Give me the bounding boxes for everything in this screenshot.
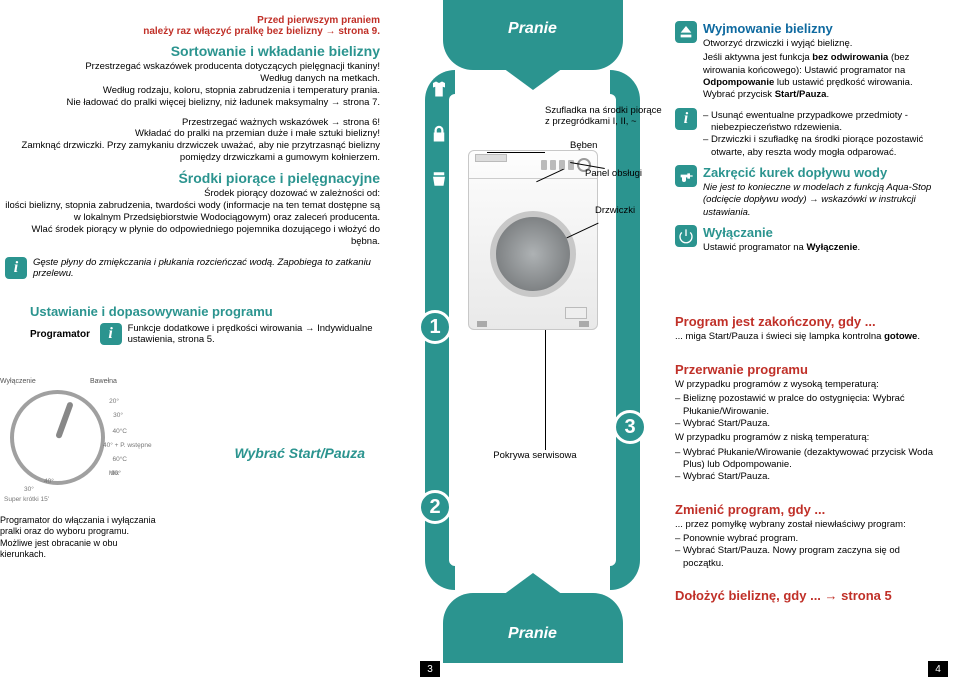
callout-drawer: Szufladka na środki piorące z przegródka… xyxy=(545,105,665,128)
dial-label-cotton: Bawełna xyxy=(90,378,117,385)
tap-icon xyxy=(675,165,697,187)
interrupt-intro-1: W przypadku programów z wysoką temperatu… xyxy=(675,379,942,391)
step-badge-3: 3 xyxy=(613,410,647,444)
callout-panel: Panel obsługi xyxy=(585,168,642,179)
left-column: Przed pierwszym praniem należy raz włącz… xyxy=(0,0,395,683)
remove-laundry-heading: Wyjmowanie bielizny xyxy=(703,21,942,36)
dial-tick: 40°C xyxy=(112,428,127,435)
remove-laundry-tip-2: Drzwiczki i szufładkę na środki piorące … xyxy=(703,134,942,159)
program-dial[interactable]: 20° 30° 40°C 40° + P. wstępne 60°C 90° 4… xyxy=(10,390,105,485)
detergent-icon xyxy=(430,170,448,191)
interrupt-intro-2: W przypadku programów z niską temperatur… xyxy=(675,432,942,444)
dial-tick: 40° + P. wstępne xyxy=(103,442,153,449)
programator-label: Programator xyxy=(30,323,100,340)
page-number-right: 4 xyxy=(928,661,948,677)
washing-machine-illustration xyxy=(468,150,598,330)
info-icon: i xyxy=(100,323,122,345)
detergent-heading: Środki piorące i pielęgnacyjne xyxy=(0,170,380,186)
power-icon xyxy=(675,225,697,247)
change-program-item-2: Wybrać Start/Pauza. Nowy program zaczyna… xyxy=(675,545,942,570)
callout-drum: Bęben xyxy=(570,140,597,151)
interrupt-item-1a: Bieliznę pozostawić w pralce do ostygnię… xyxy=(675,393,942,418)
remove-laundry-tip-1: Usunąć ewentualne przypadkowe przedmioty… xyxy=(703,110,942,135)
interrupt-program-heading: Przerwanie programu xyxy=(675,362,942,377)
dial-tick: 30° xyxy=(24,486,34,493)
dial-label-off: Wyłączenie xyxy=(0,378,36,385)
detergent-body: Środek piorący dozować w zależności od: … xyxy=(0,188,380,247)
right-column: Wyjmowanie bielizny Otworzyć drzwiczki i… xyxy=(670,0,960,683)
bottom-arrow-pranie: Pranie xyxy=(443,593,623,663)
dial-tick: Mix xyxy=(109,470,119,477)
info-icon: i xyxy=(675,108,697,130)
machine-service-cover xyxy=(565,307,587,319)
middle-column: Pranie Pranie 1 2 3 Szufladka na środki … xyxy=(395,0,670,683)
add-laundry-heading: Dołożyć bieliznę, gdy ... → strona 5 xyxy=(675,588,942,603)
sorting-heading: Sortowanie i wkładanie bielizny xyxy=(0,43,380,59)
program-dial-area: Wyłączenie Bawełna 20° 30° 40°C 40° + P.… xyxy=(0,380,170,560)
close-tap-body: Nie jest to konieczne w modelach z funkc… xyxy=(703,182,942,219)
close-tap-heading: Zakręcić kurek dopływu wody xyxy=(703,165,942,180)
switch-off-body: Ustawić programator na Wyłączenie. xyxy=(703,242,942,254)
dial-tick: 30° xyxy=(113,412,123,419)
dial-tick: 60°C xyxy=(112,456,127,463)
machine-drawer xyxy=(475,154,507,162)
flow-arrow-right xyxy=(610,70,640,590)
eject-icon xyxy=(675,21,697,43)
info-icon: i xyxy=(5,257,27,279)
dial-caption: Programator do włączania i wyłączania pr… xyxy=(0,515,160,560)
program-setup-heading: Ustawianie i dopasowywanie programu xyxy=(0,304,380,319)
dial-tick: 40° xyxy=(44,478,54,485)
info-note-1-text: Gęste płyny do zmiękczania i płukania ro… xyxy=(33,257,380,279)
page-number-left: 3 xyxy=(420,661,440,677)
program-finished-body: ... miga Start/Pauza i świeci się lampka… xyxy=(675,331,942,343)
change-program-item-1: Ponownie wybrać program. xyxy=(675,533,942,545)
lock-icon xyxy=(430,125,448,146)
interrupt-item-2a: Wybrać Płukanie/Wirowanie (dezaktywować … xyxy=(675,447,942,472)
program-setup-info: Funkcje dodatkowe i prędkości wirowania … xyxy=(128,323,380,345)
step-badge-1: 1 xyxy=(418,310,452,344)
change-program-body: ... przez pomyłkę wybrany został niewłaś… xyxy=(675,519,942,531)
sorting-body-1: Przestrzegać wskazówek producenta dotycz… xyxy=(0,61,380,109)
top-arrow-pranie: Pranie xyxy=(443,0,623,70)
switch-off-heading: Wyłączanie xyxy=(703,225,942,240)
remove-laundry-body-1: Otworzyć drzwiczki i wyjąć bieliznę. xyxy=(703,38,942,50)
interrupt-item-2b: Wybrać Start/Pauza. xyxy=(675,471,942,483)
dial-tick: 20° xyxy=(109,398,119,405)
machine-door xyxy=(490,211,576,297)
change-program-heading: Zmienić program, gdy ... xyxy=(675,502,942,517)
dial-tick: Super krótki 15' xyxy=(4,496,64,503)
info-note-1: i Gęste płyny do zmiękczania i płukania … xyxy=(0,257,380,279)
remove-laundry-body-2: Jeśli aktywna jest funkcja bez odwirowan… xyxy=(703,52,942,101)
callout-service: Pokrywa serwisowa xyxy=(485,450,585,461)
sorting-body-2: Przestrzegać ważnych wskazówek → strona … xyxy=(0,117,380,165)
program-finished-heading: Program jest zakończony, gdy ... xyxy=(675,314,942,329)
interrupt-item-1b: Wybrać Start/Pauza. xyxy=(675,418,942,430)
left-band-icons xyxy=(429,80,449,191)
before-first-wash-note: Przed pierwszym praniem należy raz włącz… xyxy=(0,15,380,37)
shirt-icon xyxy=(430,80,448,101)
step-badge-2: 2 xyxy=(418,490,452,524)
callout-door: Drzwiczki xyxy=(595,205,635,216)
